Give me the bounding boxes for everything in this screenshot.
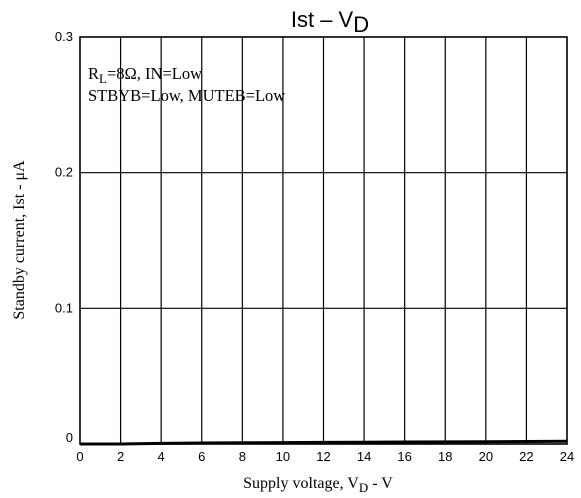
chart-title-subscript: D xyxy=(353,12,369,37)
x-tick-label-12: 12 xyxy=(316,449,330,464)
x-tick-label-16: 16 xyxy=(397,449,411,464)
svg-text:Ist – VD: Ist – VD xyxy=(291,7,369,37)
x-tick-label-20: 20 xyxy=(479,449,493,464)
x-axis-tick-labels: 0 2 4 6 8 10 12 14 16 18 20 22 24 xyxy=(76,449,574,464)
x-tick-label-18: 18 xyxy=(438,449,452,464)
x-tick-label-22: 22 xyxy=(519,449,533,464)
x-tick-label-4: 4 xyxy=(158,449,165,464)
x-axis-label: Supply voltage, VD - V xyxy=(243,475,393,495)
x-tick-label-10: 10 xyxy=(276,449,290,464)
y-tick-label-0.1: 0.1 xyxy=(55,300,73,315)
x-tick-label-24: 24 xyxy=(560,449,574,464)
plot-frame xyxy=(79,36,568,445)
y-tick-label-0.3: 0.3 xyxy=(55,29,73,44)
x-tick-label-0: 0 xyxy=(76,449,83,464)
vertical-gridlines xyxy=(119,37,528,444)
y-tick-label-0: 0 xyxy=(66,430,73,445)
conditions-line-2: STBYB=Low, MUTEB=Low xyxy=(88,86,285,105)
svg-text:RL=8Ω, IN=Low: RL=8Ω, IN=Low xyxy=(88,64,202,86)
plot-area xyxy=(79,36,568,446)
chart-title-main: Ist – V xyxy=(291,7,354,32)
conditions-annotation: RL=8Ω, IN=Low STBYB=Low, MUTEB=Low xyxy=(88,64,285,105)
x-tick-label-14: 14 xyxy=(357,449,371,464)
horizontal-gridlines xyxy=(80,172,567,309)
y-tick-label-0.2: 0.2 xyxy=(55,165,73,180)
y-axis-tick-labels: 0 0.1 0.2 0.3 xyxy=(55,29,73,445)
standby-current-line xyxy=(80,439,568,446)
x-tick-label-8: 8 xyxy=(239,449,246,464)
y-axis-label: Standby current, Ist - μA xyxy=(11,160,28,320)
x-tick-label-2: 2 xyxy=(117,449,124,464)
chart-title: Ist – VD xyxy=(291,7,369,37)
x-tick-label-6: 6 xyxy=(198,449,205,464)
